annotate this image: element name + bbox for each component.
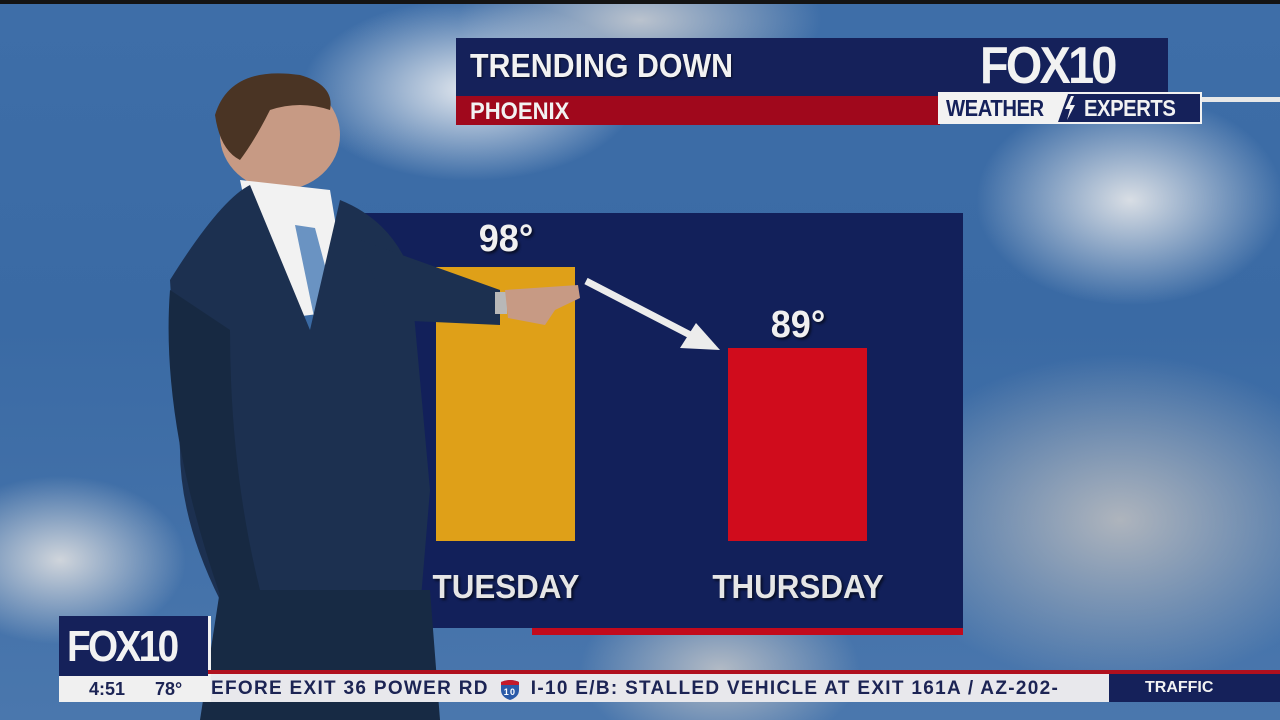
chart-accent-underline <box>532 628 963 635</box>
trend-down-arrow-icon <box>584 277 720 350</box>
page-title: TRENDING DOWN <box>470 47 734 84</box>
location-label: PHOENIX <box>470 98 570 125</box>
logo-text: FOX10 <box>980 37 1117 95</box>
day-label-tuesday: TUESDAY <box>432 568 580 605</box>
badge-experts-text: EXPERTS <box>1084 95 1176 121</box>
ticker-text-2: I-10 E/B: STALLED VEHICLE AT EXIT 161A /… <box>530 678 1060 699</box>
news-ticker: EFORE EXIT 36 POWER RD 10 I-10 E/B: STAL… <box>211 674 1109 702</box>
svg-text:10: 10 <box>503 687 516 697</box>
ticker-red-line <box>208 670 1280 674</box>
fox10-logo: FOX10 <box>938 37 1168 95</box>
ticker-category-label: TRAFFIC <box>1145 679 1214 696</box>
top-letterbox <box>0 0 1280 4</box>
bar-value-label-tuesday: 98° <box>478 218 534 260</box>
current-temp: 78° <box>155 679 183 699</box>
subtitle-bar: PHOENIX <box>456 96 940 125</box>
channel-bug: FOX10 <box>59 616 208 676</box>
presenter-figure <box>168 73 580 720</box>
day-label-thursday: THURSDAY <box>712 568 884 605</box>
lightning-bolt-icon <box>1058 94 1080 122</box>
current-time: 4:51 <box>89 679 126 699</box>
badge-weather-text: WEATHER <box>946 95 1044 121</box>
header-graphic: TRENDING DOWN PHOENIX <box>456 38 940 125</box>
badge-left-panel: WEATHER <box>940 94 1068 122</box>
channel-bug-logo: FOX10 <box>67 622 179 671</box>
ticker-content: EFORE EXIT 36 POWER RD 10 I-10 E/B: STAL… <box>211 678 1059 700</box>
title-bar: TRENDING DOWN <box>456 38 940 96</box>
ticker-text-1: EFORE EXIT 36 POWER RD <box>211 678 489 699</box>
bar-value-label-thursday: 89° <box>770 304 826 346</box>
header-accent-line <box>1202 97 1280 102</box>
channel-bug-edge <box>208 616 211 676</box>
time-temp-box: 4:51 78° <box>59 676 211 702</box>
ticker-category: TRAFFIC <box>1109 674 1280 702</box>
bar-thursday <box>728 348 867 541</box>
weather-experts-badge: WEATHER EXPERTS <box>938 92 1202 124</box>
interstate-shield-icon: 10 <box>500 680 519 700</box>
